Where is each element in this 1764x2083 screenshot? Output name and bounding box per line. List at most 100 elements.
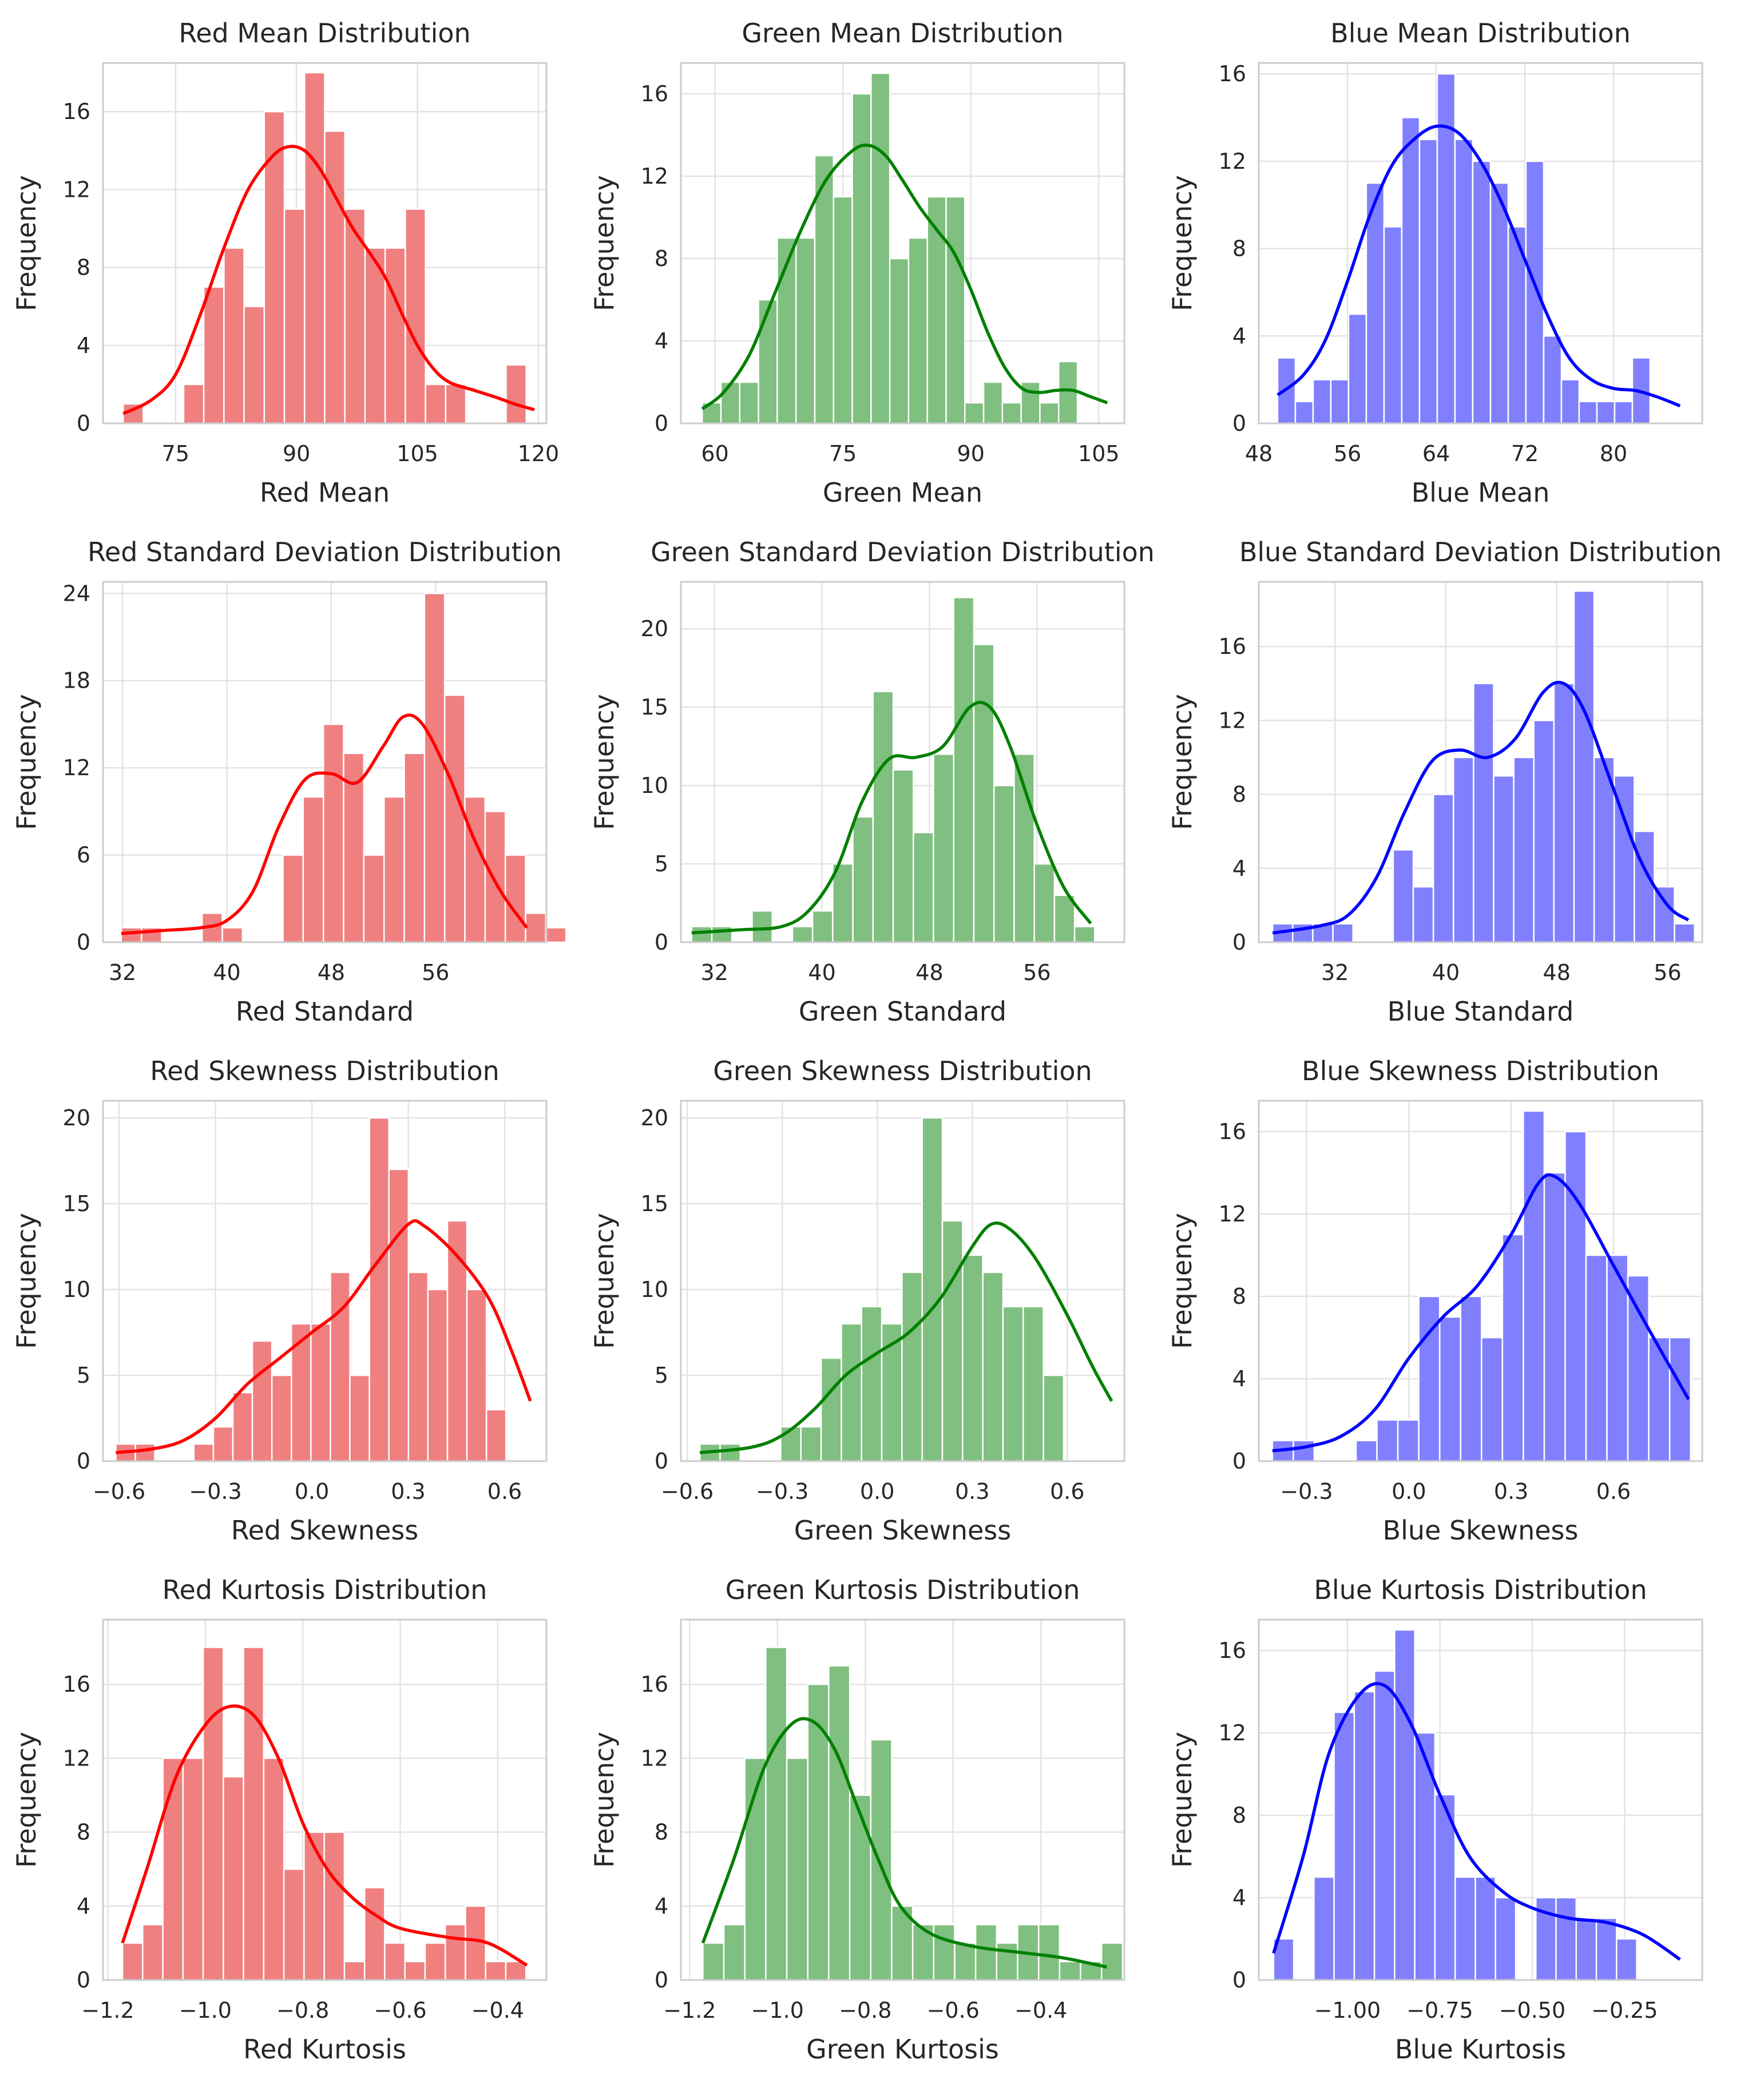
histogram-bar	[1513, 756, 1535, 943]
chart-title: Red Kurtosis Distribution	[162, 1574, 487, 1605]
histogram-bar	[1293, 1439, 1315, 1462]
histogram-bar	[1553, 683, 1575, 943]
plot-frame	[102, 581, 548, 943]
histogram-bar	[933, 753, 954, 943]
y-tick-label: 8	[1232, 1284, 1246, 1309]
histogram-bar	[962, 1254, 984, 1462]
x-tick-label: 32	[109, 960, 136, 985]
histogram-bar	[183, 383, 205, 424]
chart-panel: −1.00 −0.75 −0.50 −0.25 0 4 8 12 16 Blue Kurtosis…	[1167, 1574, 1703, 2065]
histogram-bar	[1057, 360, 1079, 424]
histogram-bar	[1564, 1130, 1587, 1462]
histogram-bar	[1022, 1306, 1044, 1462]
y-axis-label: Frequency	[589, 694, 620, 830]
y-tick-label: 16	[1219, 634, 1246, 659]
y-tick-label: 4	[655, 328, 668, 354]
histogram-bar	[1575, 1917, 1597, 1981]
x-tick-label: −0.6	[927, 1998, 980, 2023]
histogram-bar	[921, 1117, 944, 1462]
histogram-bar	[423, 593, 446, 943]
histogram-bar	[263, 110, 286, 424]
histogram-bar	[832, 863, 854, 943]
y-axis-label: Frequency	[1167, 175, 1198, 311]
x-tick-label: 75	[162, 441, 189, 466]
histogram-bar	[907, 237, 928, 424]
x-tick-label: 40	[808, 960, 835, 985]
histogram-bar	[405, 208, 426, 424]
histogram-bar	[1606, 1254, 1629, 1462]
y-axis-label: Frequency	[1167, 694, 1198, 830]
histogram-bar	[1648, 1336, 1671, 1462]
histogram-bar	[1294, 400, 1314, 424]
y-axis-label: Frequency	[11, 694, 42, 830]
histogram-bar	[403, 752, 426, 943]
y-tick-label: 12	[1219, 1720, 1246, 1745]
x-tick-label: 0.6	[1596, 1479, 1631, 1504]
y-tick-label: 16	[1219, 1119, 1246, 1144]
histogram-bar	[343, 1961, 366, 1981]
kde-curve	[691, 700, 1092, 935]
plot-frame	[680, 581, 1125, 943]
y-tick-label: 16	[63, 1672, 90, 1697]
histogram-bar	[303, 1831, 325, 1981]
y-tick-label: 0	[77, 1449, 90, 1474]
x-tick-label: 56	[422, 960, 449, 985]
chart-panel: 32 40 48 56 0 6 12 18 24 Red Standard Deviation D…	[11, 537, 567, 1027]
histogram-bar	[1614, 400, 1634, 424]
x-axis-label: Green Skewness	[794, 1515, 1011, 1546]
histogram-bar	[758, 299, 778, 424]
chart-panel: −0.3 0.0 0.3 0.6 0 4 8 12 16 Blue Skewness Distri…	[1167, 1056, 1703, 1546]
y-tick-label: 10	[641, 1277, 668, 1302]
histogram-bar	[1412, 886, 1434, 943]
histogram-bar	[941, 1220, 964, 1462]
plot-frame	[680, 1100, 1125, 1462]
histogram-bar	[302, 796, 324, 943]
y-tick-label: 8	[1232, 782, 1246, 807]
histogram-bar	[776, 237, 797, 424]
y-tick-label: 8	[1232, 1803, 1246, 1828]
x-tick-label: −0.25	[1591, 1998, 1658, 2023]
histogram-bar	[1432, 793, 1454, 943]
histogram-bar	[833, 196, 853, 424]
histogram-bar	[443, 694, 466, 943]
x-tick-label: 0.0	[295, 1479, 329, 1504]
y-tick-label: 16	[63, 99, 90, 124]
x-tick-label: −1.0	[179, 1998, 232, 2023]
histogram-bar	[719, 1443, 742, 1462]
y-axis-label: Frequency	[1167, 1213, 1198, 1349]
histogram-bar	[1493, 775, 1515, 943]
x-tick-label: −0.75	[1406, 1998, 1473, 2023]
histogram-bar	[1376, 1419, 1399, 1462]
histogram-bar	[464, 796, 486, 943]
y-tick-label: 5	[655, 851, 668, 876]
histogram-bar	[702, 1942, 725, 1981]
histogram-bar	[849, 1794, 872, 1981]
histogram-bar	[1543, 1172, 1566, 1462]
histogram-bar	[889, 257, 910, 424]
histogram-bar	[828, 1665, 851, 1981]
y-tick-label: 0	[77, 930, 90, 955]
histogram-bar	[323, 1831, 346, 1981]
chart-title: Green Standard Deviation Distribution	[651, 537, 1155, 568]
x-tick-label: 120	[518, 441, 560, 466]
histogram-bar	[973, 644, 995, 943]
y-tick-label: 8	[655, 246, 668, 271]
histogram-bar	[1414, 1732, 1436, 1981]
histogram-bar	[1472, 160, 1492, 424]
histogram-bar	[1312, 379, 1332, 424]
chart-panel: −1.2 −1.0 −0.8 −0.6 −0.4 0 4 8 12 16 Green Kurtosi…	[589, 1574, 1125, 2065]
y-tick-label: 4	[77, 333, 90, 358]
plot-frame	[1258, 581, 1703, 943]
y-tick-label: 20	[641, 616, 668, 641]
x-tick-label: 0.0	[860, 1479, 894, 1504]
x-tick-label: −0.8	[839, 1998, 891, 2023]
chart-title: Green Kurtosis Distribution	[726, 1574, 1080, 1605]
histogram-bar	[1595, 1917, 1618, 1981]
histogram-bar	[162, 1757, 184, 1981]
histogram-bar	[505, 1961, 527, 1981]
y-axis-label: Frequency	[589, 1732, 620, 1868]
x-tick-label: −0.3	[756, 1479, 808, 1504]
y-tick-label: 8	[77, 1820, 90, 1845]
kde-curve	[1272, 1682, 1681, 1961]
